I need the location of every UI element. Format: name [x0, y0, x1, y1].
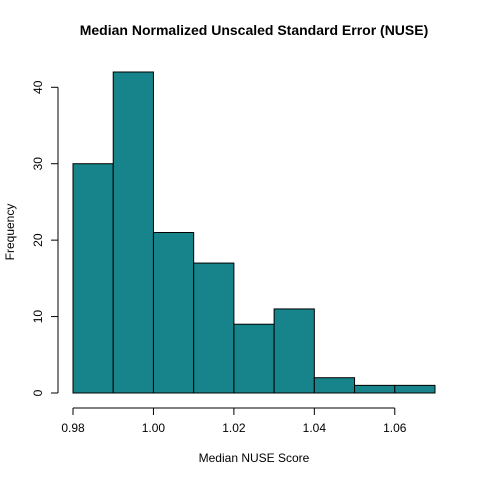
y-tick-label: 40 [31, 80, 45, 94]
histogram-bar [394, 384, 436, 394]
histogram-bar [354, 384, 396, 394]
histogram-bar [313, 377, 356, 394]
x-axis-label: Median NUSE Score [199, 451, 310, 465]
histogram-bar [152, 232, 195, 394]
histogram-bar [112, 71, 154, 394]
y-tick-label: 20 [31, 233, 45, 247]
y-tick-label: 30 [31, 157, 45, 171]
x-tick-label: 1.02 [222, 421, 246, 435]
histogram-bar [273, 308, 315, 394]
x-tick-label: 1.00 [142, 421, 166, 435]
histogram-bar [233, 323, 275, 394]
y-axis: 0 10 20 30 40 [31, 80, 59, 396]
histogram-bar [72, 163, 114, 394]
histogram-bar [193, 262, 235, 394]
chart-title: Median Normalized Unscaled Standard Erro… [80, 22, 429, 38]
bars-group [72, 71, 436, 394]
y-tick-label: 10 [31, 310, 45, 324]
x-tick-label: 1.06 [383, 421, 407, 435]
x-axis: 0.98 1.00 1.02 1.04 1.06 [61, 407, 407, 435]
y-axis-label: Frequency [3, 204, 17, 261]
y-tick-label: 0 [31, 389, 45, 396]
x-tick-label: 1.04 [303, 421, 327, 435]
x-tick-label: 0.98 [61, 421, 85, 435]
